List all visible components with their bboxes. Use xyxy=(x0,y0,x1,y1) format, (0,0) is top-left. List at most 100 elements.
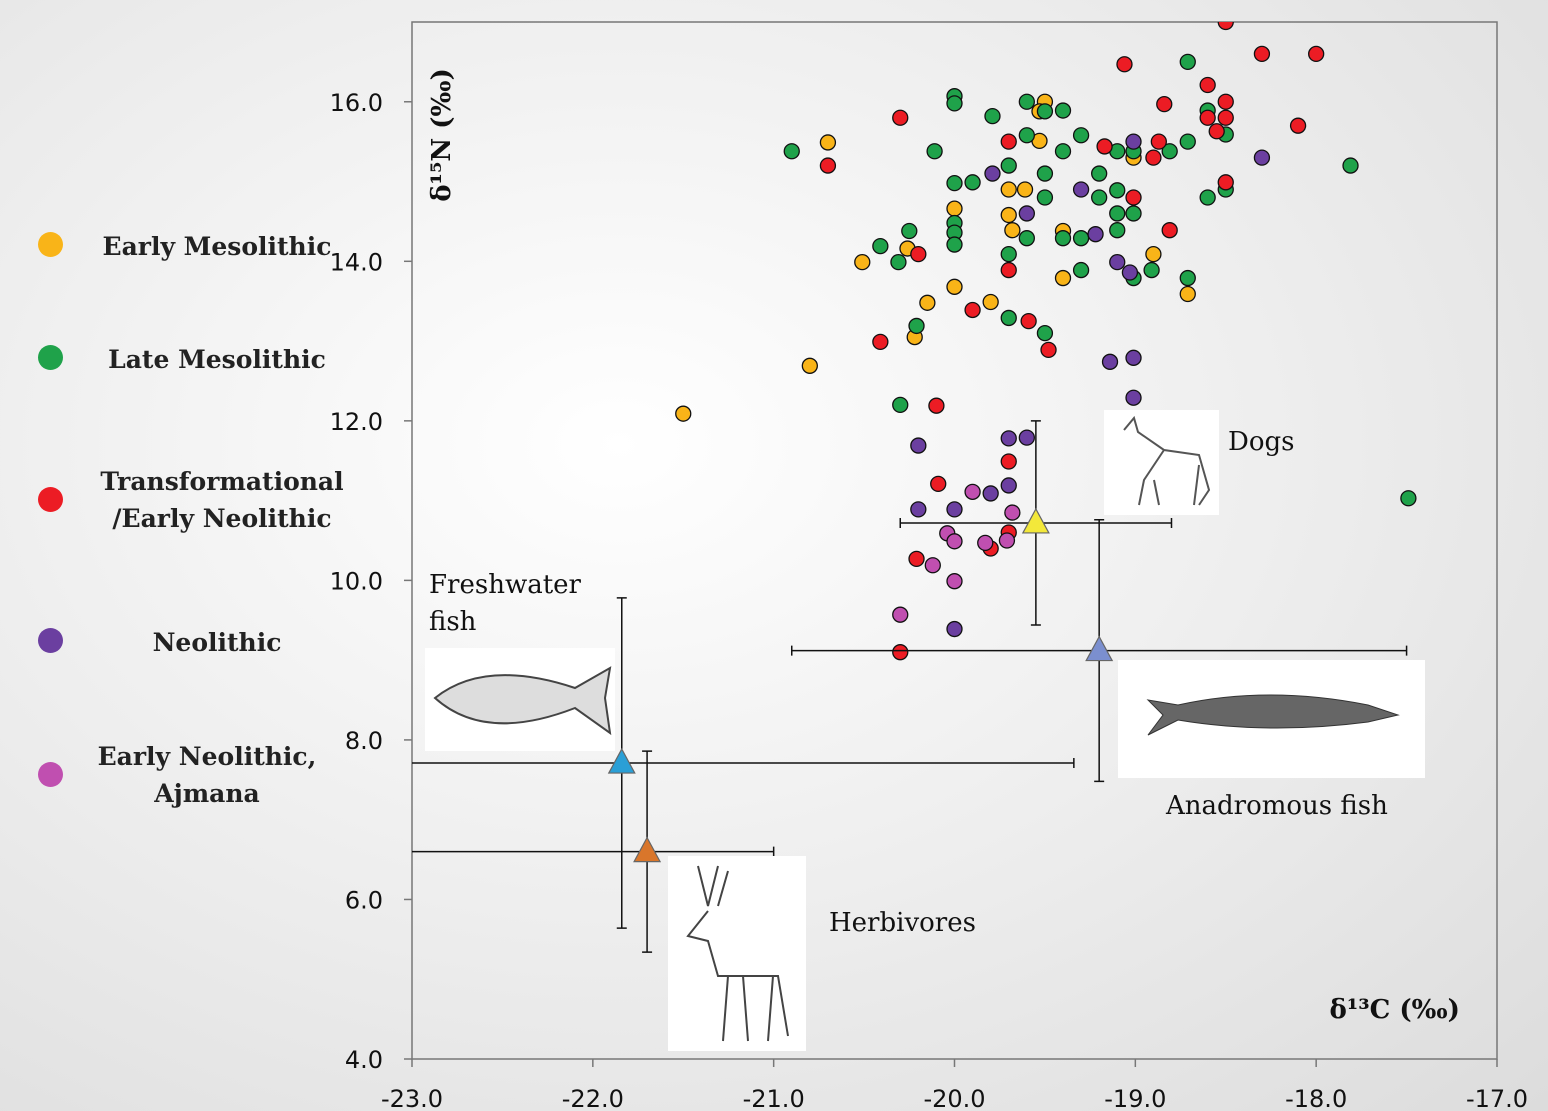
legend-label: Early Mesolithic xyxy=(72,228,362,265)
data-point xyxy=(893,397,908,412)
dog-image xyxy=(1104,410,1219,515)
data-point xyxy=(1001,454,1016,469)
data-point xyxy=(1110,255,1125,270)
data-point xyxy=(893,110,908,125)
deer-drawing xyxy=(668,856,806,1051)
data-point xyxy=(1200,78,1215,93)
data-point xyxy=(1291,118,1306,133)
data-point xyxy=(947,201,962,216)
data-point xyxy=(1088,227,1103,242)
group-mean xyxy=(1023,509,1049,533)
data-point xyxy=(985,109,1000,124)
y-tick-label: 10.0 xyxy=(330,567,383,595)
x-tick-label: -21.0 xyxy=(743,1085,805,1111)
data-point xyxy=(1074,182,1089,197)
legend-label: Neolithic xyxy=(72,624,362,661)
data-point xyxy=(873,334,888,349)
data-point xyxy=(947,574,962,589)
data-point xyxy=(1218,110,1233,125)
data-point xyxy=(1005,223,1020,238)
data-point xyxy=(1180,271,1195,286)
y-axis-title: δ¹⁵N (‰) xyxy=(427,68,457,202)
data-point xyxy=(1018,182,1033,197)
data-point xyxy=(911,247,926,262)
data-point xyxy=(1056,271,1071,286)
data-point xyxy=(893,645,908,660)
data-point xyxy=(909,318,924,333)
legend-marker xyxy=(38,487,63,512)
data-point xyxy=(802,358,817,373)
dog-drawing xyxy=(1104,410,1219,515)
data-point xyxy=(1144,263,1159,278)
data-point xyxy=(1151,134,1166,149)
legend-label: Late Mesolithic xyxy=(72,341,362,378)
deer-image xyxy=(668,856,806,1051)
y-tick-label: 4.0 xyxy=(345,1046,383,1074)
data-point xyxy=(784,144,799,159)
data-point xyxy=(1218,94,1233,109)
data-point xyxy=(983,486,998,501)
data-point xyxy=(1126,390,1141,405)
data-point xyxy=(1200,190,1215,205)
data-point xyxy=(1209,124,1224,139)
group-mean xyxy=(609,749,635,773)
legend-marker xyxy=(38,345,63,370)
data-point xyxy=(1021,314,1036,329)
data-point xyxy=(820,158,835,173)
data-point xyxy=(1117,57,1132,72)
data-point xyxy=(893,607,908,622)
page: δ¹⁵N (‰) δ¹³C (‰) -23.0-22.0-21.0-20.0-1… xyxy=(0,0,1548,1111)
data-point xyxy=(927,144,942,159)
data-point xyxy=(873,239,888,254)
data-point xyxy=(1218,175,1233,190)
data-point xyxy=(891,255,906,270)
data-point xyxy=(1103,354,1118,369)
data-point xyxy=(1001,182,1016,197)
data-point xyxy=(965,175,980,190)
data-point xyxy=(978,535,993,550)
data-point xyxy=(1309,46,1324,61)
data-point xyxy=(1092,166,1107,181)
data-point xyxy=(1180,134,1195,149)
y-tick-label: 12.0 xyxy=(330,408,383,436)
annotation: Anadromous fish xyxy=(1166,788,1388,825)
data-point xyxy=(1001,478,1016,493)
data-point xyxy=(1180,287,1195,302)
data-point xyxy=(1019,94,1034,109)
data-point xyxy=(1092,190,1107,205)
data-point xyxy=(855,255,870,270)
data-point xyxy=(1001,431,1016,446)
data-point xyxy=(947,622,962,637)
data-point xyxy=(1146,150,1161,165)
data-point xyxy=(1056,144,1071,159)
data-point xyxy=(1001,158,1016,173)
data-point xyxy=(1343,158,1358,173)
data-point xyxy=(911,438,926,453)
data-point xyxy=(1019,206,1034,221)
group-mean xyxy=(634,838,660,862)
data-point xyxy=(1037,166,1052,181)
data-point xyxy=(1097,139,1112,154)
data-point xyxy=(1056,231,1071,246)
y-tick-label: 16.0 xyxy=(330,89,383,117)
annotation: Dogs xyxy=(1228,424,1295,461)
data-point xyxy=(1001,134,1016,149)
data-point xyxy=(1126,190,1141,205)
data-point xyxy=(947,502,962,517)
legend-marker xyxy=(38,762,63,787)
data-point xyxy=(1401,491,1416,506)
data-point xyxy=(1162,223,1177,238)
data-point xyxy=(1126,206,1141,221)
data-point xyxy=(1110,183,1125,198)
data-point xyxy=(1037,326,1052,341)
data-point xyxy=(1001,208,1016,223)
data-point xyxy=(1200,110,1215,125)
data-point xyxy=(1180,54,1195,69)
data-point xyxy=(931,476,946,491)
annotation: Freshwater fish xyxy=(429,567,599,641)
annotation: Herbivores xyxy=(829,905,976,942)
data-point xyxy=(999,533,1014,548)
data-point xyxy=(1074,128,1089,143)
x-tick-label: -22.0 xyxy=(562,1085,624,1111)
legend-marker xyxy=(38,628,63,653)
